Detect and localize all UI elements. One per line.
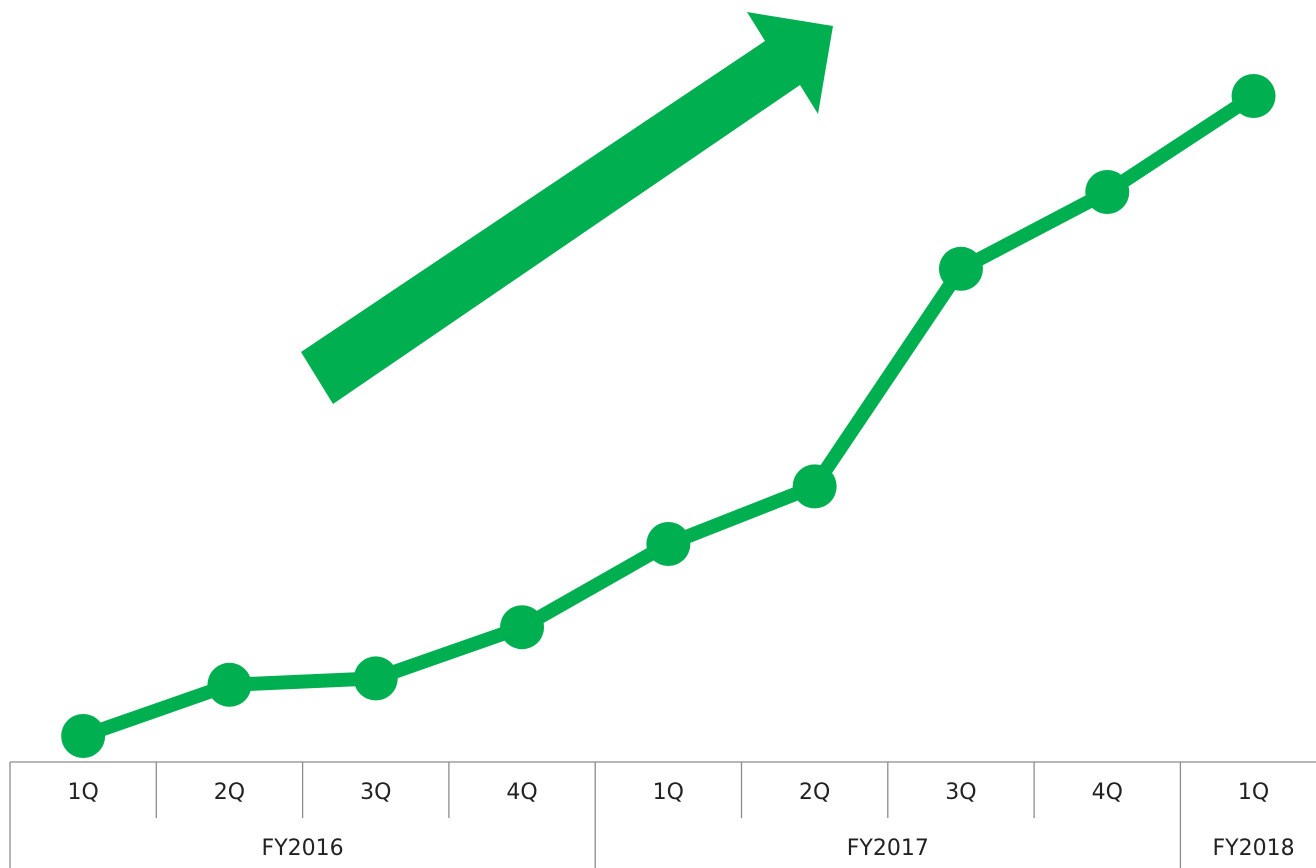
quarter-tick-label: 4Q <box>1092 780 1123 805</box>
quarter-tick-label: 4Q <box>506 780 537 805</box>
quarter-tick-label: 3Q <box>945 780 976 805</box>
data-point <box>353 656 398 701</box>
quarter-tick-label: 3Q <box>360 780 391 805</box>
data-point <box>646 522 691 566</box>
data-point <box>1085 170 1130 214</box>
trend-arrow-icon <box>301 12 833 404</box>
quarter-tick-label: 2Q <box>214 780 245 805</box>
category-axis <box>9 761 1316 868</box>
quarter-tick-label: 2Q <box>799 780 830 805</box>
year-group-label: FY2018 <box>1213 836 1295 861</box>
data-point <box>207 662 252 707</box>
data-point <box>1231 74 1276 118</box>
year-group-label: FY2017 <box>847 836 929 861</box>
data-points <box>61 74 1276 758</box>
series-line <box>76 89 1261 743</box>
quarter-tick-label: 1Q <box>67 780 98 805</box>
quarter-tick-label: 1Q <box>1238 780 1269 805</box>
data-point <box>500 605 545 650</box>
data-point <box>792 464 837 509</box>
quarter-tick-label: 1Q <box>653 780 684 805</box>
year-group-label: FY2016 <box>262 836 344 861</box>
tick-labels: 1Q 2Q 3Q 4Q 1Q 2Q 3Q 4Q 1Q FY2016 FY2017 FY2018 <box>67 780 1294 861</box>
data-point <box>938 246 983 291</box>
data-point <box>61 714 106 758</box>
